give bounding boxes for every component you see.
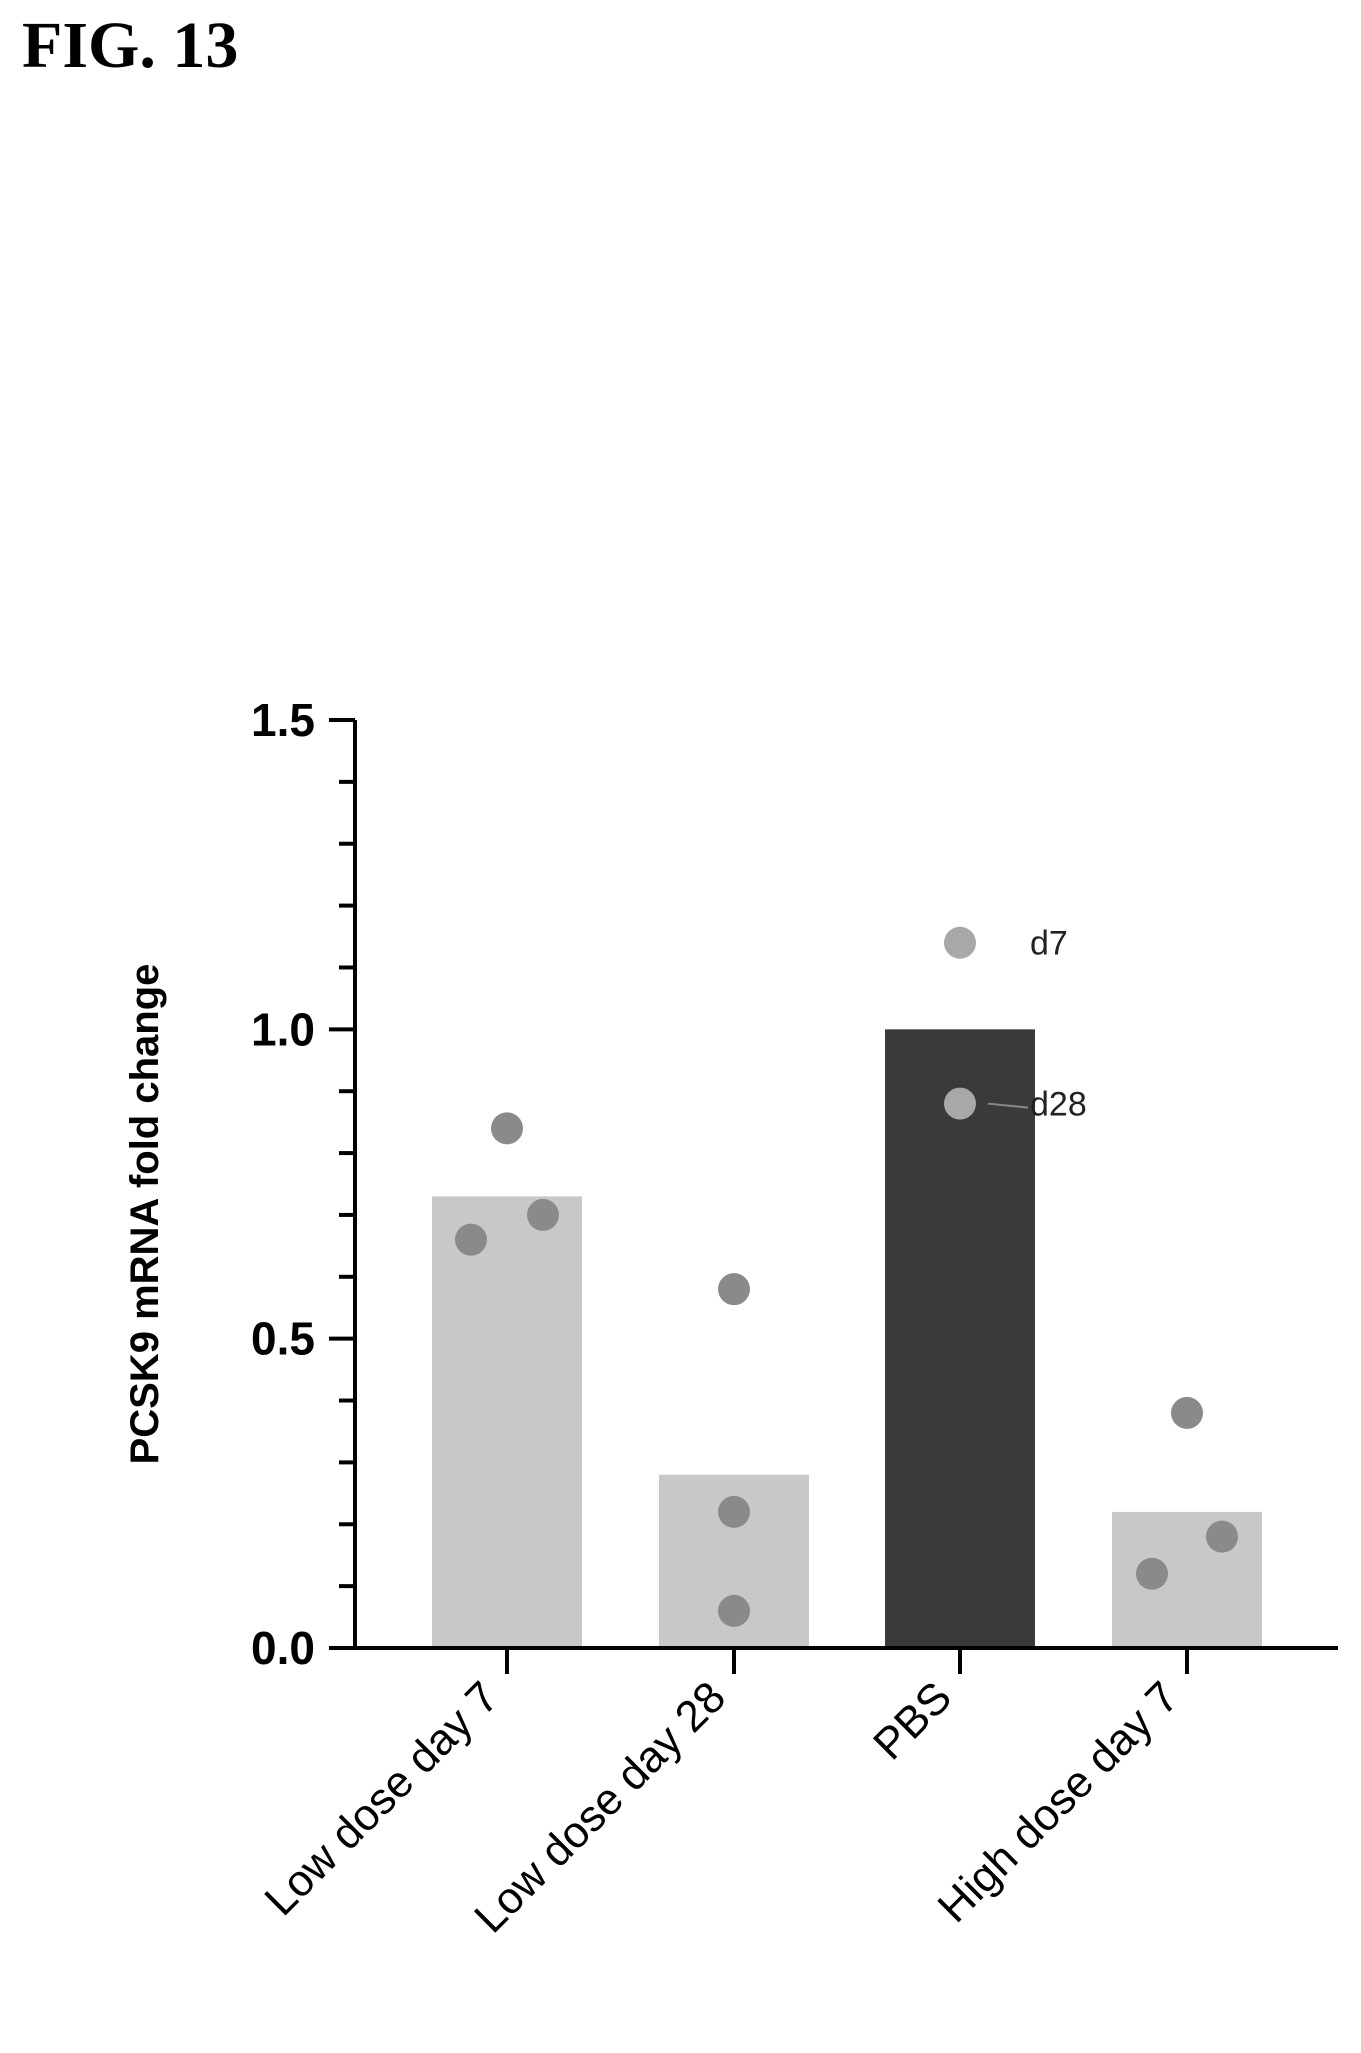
- x-category-label: High dose day 7: [929, 1672, 1189, 1932]
- axes-group: [353, 720, 1338, 1650]
- data-point: [491, 1112, 523, 1145]
- data-point: [527, 1198, 559, 1231]
- y-tick-label: 0.0: [251, 1622, 315, 1674]
- y-tick-label: 0.5: [251, 1313, 315, 1365]
- annotations-group: d7 d28: [987, 925, 1087, 1124]
- bar: [1112, 1511, 1262, 1648]
- y-ticks-group: 0.0 0.5 1.0 1.5: [251, 694, 355, 1674]
- x-category-label: Low dose day 28: [465, 1672, 735, 1942]
- bar: [432, 1196, 582, 1648]
- x-category-label: PBS: [864, 1672, 961, 1769]
- figure-label: FIG. 13: [22, 9, 239, 82]
- data-point: [718, 1273, 750, 1306]
- data-point: [1206, 1520, 1238, 1553]
- data-point: [1171, 1396, 1203, 1429]
- data-point: [1136, 1557, 1168, 1590]
- x-category-label: Low dose day 7: [255, 1672, 508, 1925]
- data-point: [718, 1594, 750, 1627]
- data-point: [944, 926, 976, 959]
- data-point: [718, 1495, 750, 1528]
- point-annotation: d28: [1030, 1086, 1087, 1124]
- y-axis-label: PCSK9 mRNA fold change: [123, 964, 167, 1465]
- point-annotation: d7: [1030, 925, 1068, 963]
- y-tick-label: 1.0: [251, 1003, 315, 1055]
- bars-group: [432, 1029, 1262, 1648]
- y-tick-label: 1.5: [251, 694, 315, 746]
- points-group: [455, 926, 1238, 1627]
- bar: [885, 1029, 1035, 1648]
- annotation-leader-line: [987, 1102, 1029, 1109]
- data-point: [455, 1223, 487, 1256]
- data-point: [944, 1087, 976, 1120]
